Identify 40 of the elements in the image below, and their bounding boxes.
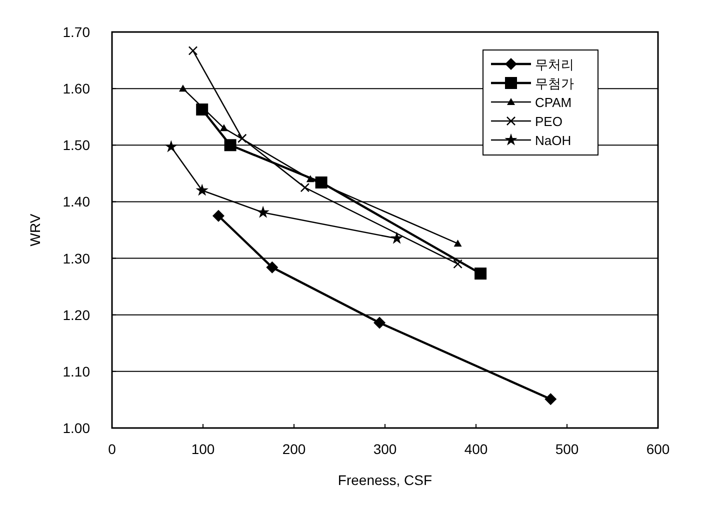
y-tick-label: 1.50 (62, 137, 90, 154)
legend-label: CPAM (535, 95, 572, 110)
x-tick-label: 600 (646, 441, 670, 457)
x-tick-label: 300 (373, 441, 397, 457)
x-tick-label: 200 (282, 441, 306, 457)
point (212, 210, 224, 222)
x-tick-label: 0 (108, 441, 116, 457)
y-tick-label: 1.70 (62, 24, 90, 40)
point (178, 84, 187, 92)
point (300, 182, 310, 192)
point (306, 175, 314, 182)
point (453, 259, 462, 269)
point (390, 232, 404, 244)
x-tick-label: 500 (555, 441, 579, 457)
legend-label: PEO (535, 114, 562, 129)
point (220, 124, 228, 132)
x-tick-label: 400 (464, 441, 488, 457)
y-tick-label: 1.30 (62, 250, 90, 266)
point (544, 393, 557, 406)
point (188, 46, 198, 56)
y-tick-label: 1.10 (62, 363, 90, 380)
y-axis-title: WRV (27, 213, 43, 246)
legend-label: 무처리 (535, 57, 574, 72)
point (266, 261, 278, 274)
y-tick-label: 1.00 (62, 420, 90, 436)
point (454, 240, 462, 247)
legend-label: 무첨가 (535, 76, 574, 91)
point (237, 134, 247, 144)
point (224, 139, 236, 152)
x-tick-label: 100 (191, 441, 215, 457)
y-tick-label: 1.20 (62, 306, 90, 323)
y-tick-label: 1.40 (62, 194, 90, 210)
point (474, 268, 487, 280)
x-axis-title: Freeness, CSF (338, 472, 432, 488)
legend-label: NaOH (535, 133, 572, 148)
point (164, 140, 178, 152)
point (374, 316, 386, 329)
point (256, 206, 270, 218)
y-tick-label: 1.60 (62, 80, 90, 97)
point (196, 184, 208, 196)
